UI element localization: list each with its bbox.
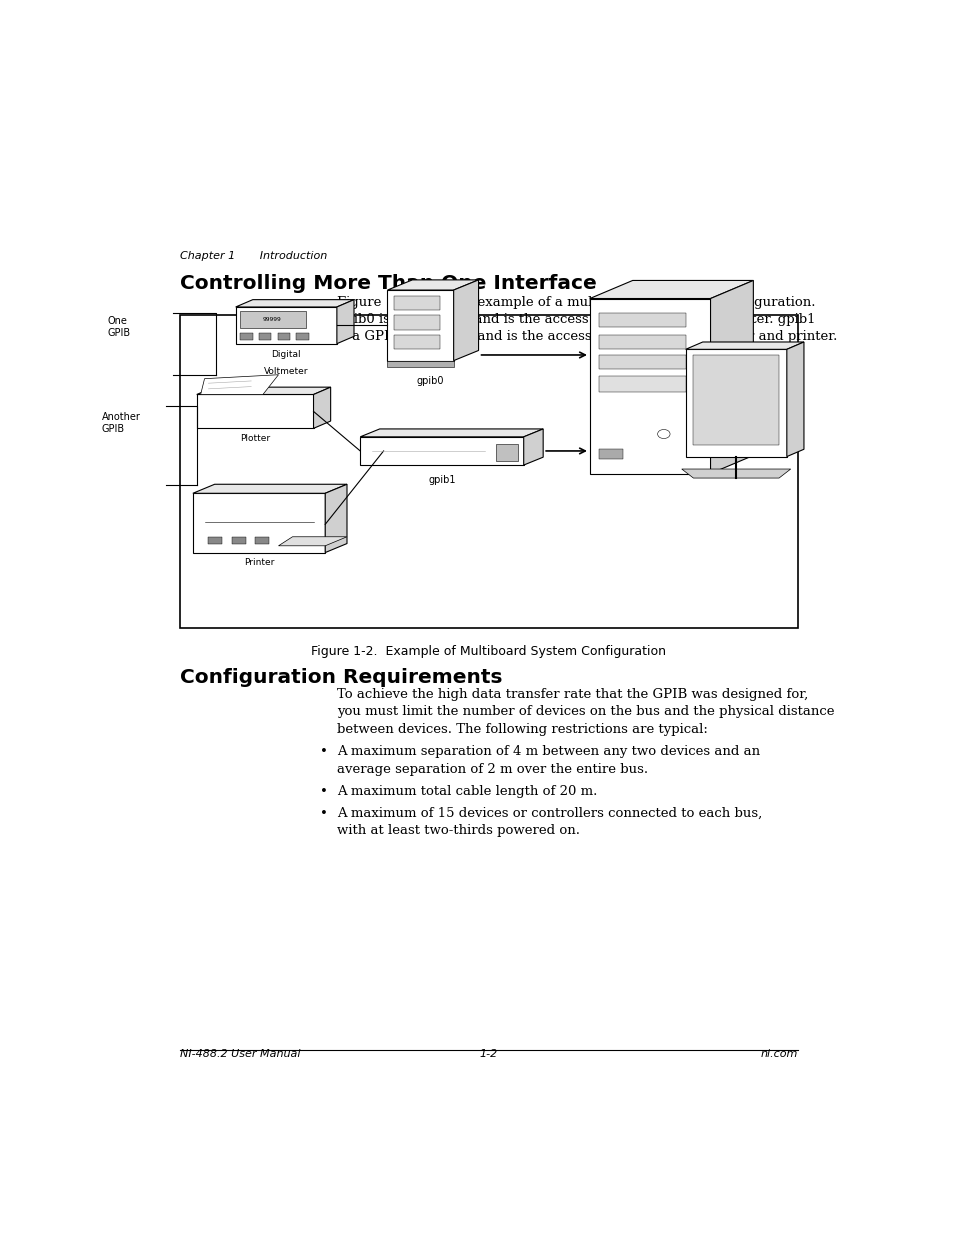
Text: is a GPIB-ENET/100 and is the access interface for the plotter and printer.: is a GPIB-ENET/100 and is the access int…: [337, 330, 837, 343]
Bar: [394, 295, 440, 310]
Bar: [239, 311, 305, 327]
Bar: [259, 333, 272, 341]
Polygon shape: [360, 429, 542, 437]
Text: with at least two-thirds powered on.: with at least two-thirds powered on.: [337, 824, 579, 837]
Polygon shape: [454, 280, 478, 361]
Bar: [232, 537, 246, 545]
Polygon shape: [278, 537, 347, 546]
Text: Figure 1-2 shows an example of a multi-interface system configuration.: Figure 1-2 shows an example of a multi-i…: [337, 295, 815, 309]
Text: To achieve the high data transfer rate that the GPIB was designed for,: To achieve the high data transfer rate t…: [337, 688, 808, 701]
Bar: [598, 312, 686, 327]
Polygon shape: [196, 394, 314, 429]
Polygon shape: [193, 484, 347, 493]
Polygon shape: [235, 308, 336, 343]
Text: gpib1: gpib1: [428, 475, 456, 485]
Polygon shape: [325, 484, 347, 552]
Text: Voltmeter: Voltmeter: [264, 367, 308, 377]
Text: A maximum separation of 4 m between any two devices and an: A maximum separation of 4 m between any …: [337, 746, 760, 758]
Polygon shape: [360, 437, 523, 466]
Text: Controlling More Than One Interface: Controlling More Than One Interface: [180, 274, 596, 293]
Polygon shape: [387, 280, 478, 290]
Text: between devices. The following restrictions are typical:: between devices. The following restricti…: [337, 722, 707, 736]
Polygon shape: [786, 342, 803, 457]
Text: average separation of 2 m over the entire bus.: average separation of 2 m over the entir…: [337, 762, 648, 776]
Bar: [394, 335, 440, 350]
Text: you must limit the number of devices on the bus and the physical distance: you must limit the number of devices on …: [337, 705, 834, 719]
Polygon shape: [200, 374, 278, 394]
Text: gpib0 is a PCI-GPIB and is the access interface for the voltmeter. gpib1: gpib0 is a PCI-GPIB and is the access in…: [337, 312, 815, 326]
Text: ni.com: ni.com: [760, 1050, 797, 1060]
Text: A maximum total cable length of 20 m.: A maximum total cable length of 20 m.: [337, 784, 598, 798]
Text: gpib0: gpib0: [416, 377, 443, 387]
Polygon shape: [685, 342, 803, 350]
Polygon shape: [314, 387, 331, 429]
Polygon shape: [193, 493, 325, 552]
Text: •: •: [320, 784, 328, 798]
Text: Configuration Requirements: Configuration Requirements: [180, 668, 502, 688]
Polygon shape: [589, 299, 710, 473]
Bar: [394, 315, 440, 330]
Polygon shape: [523, 429, 542, 466]
Text: •: •: [320, 746, 328, 758]
Bar: [277, 333, 290, 341]
Bar: [598, 335, 686, 350]
Bar: [598, 375, 686, 391]
Text: Plotter: Plotter: [240, 433, 270, 443]
Bar: [693, 354, 779, 446]
Text: NI-488.2 User Manual: NI-488.2 User Manual: [180, 1050, 300, 1060]
Text: Printer: Printer: [244, 558, 274, 567]
Bar: [598, 450, 622, 459]
Polygon shape: [710, 280, 753, 473]
Polygon shape: [336, 300, 354, 343]
Bar: [254, 537, 269, 545]
Polygon shape: [387, 290, 454, 361]
Text: 99999: 99999: [263, 317, 281, 322]
Polygon shape: [589, 280, 753, 299]
Polygon shape: [685, 350, 786, 457]
Polygon shape: [235, 300, 354, 308]
Bar: [240, 333, 253, 341]
Text: Another
GPIB: Another GPIB: [102, 411, 140, 433]
Bar: [180, 315, 797, 629]
Polygon shape: [196, 387, 331, 394]
Polygon shape: [681, 469, 790, 478]
Text: One
GPIB: One GPIB: [107, 316, 131, 338]
Text: 1-2: 1-2: [479, 1050, 497, 1060]
Bar: [496, 443, 517, 461]
Text: •: •: [320, 806, 328, 820]
Bar: [208, 537, 222, 545]
Text: Figure 1-2.  Example of Multiboard System Configuration: Figure 1-2. Example of Multiboard System…: [311, 645, 666, 657]
Text: Digital: Digital: [272, 351, 301, 359]
Text: A maximum of 15 devices or controllers connected to each bus,: A maximum of 15 devices or controllers c…: [337, 806, 761, 820]
Text: Chapter 1       Introduction: Chapter 1 Introduction: [180, 251, 327, 261]
Bar: [296, 333, 309, 341]
Bar: [387, 361, 454, 367]
Bar: [598, 354, 686, 369]
Circle shape: [657, 430, 669, 438]
